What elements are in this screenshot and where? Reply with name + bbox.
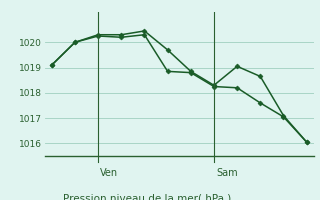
Text: Sam: Sam <box>216 168 238 178</box>
Text: Pression niveau de la mer( hPa ): Pression niveau de la mer( hPa ) <box>63 193 231 200</box>
Text: Ven: Ven <box>100 168 118 178</box>
